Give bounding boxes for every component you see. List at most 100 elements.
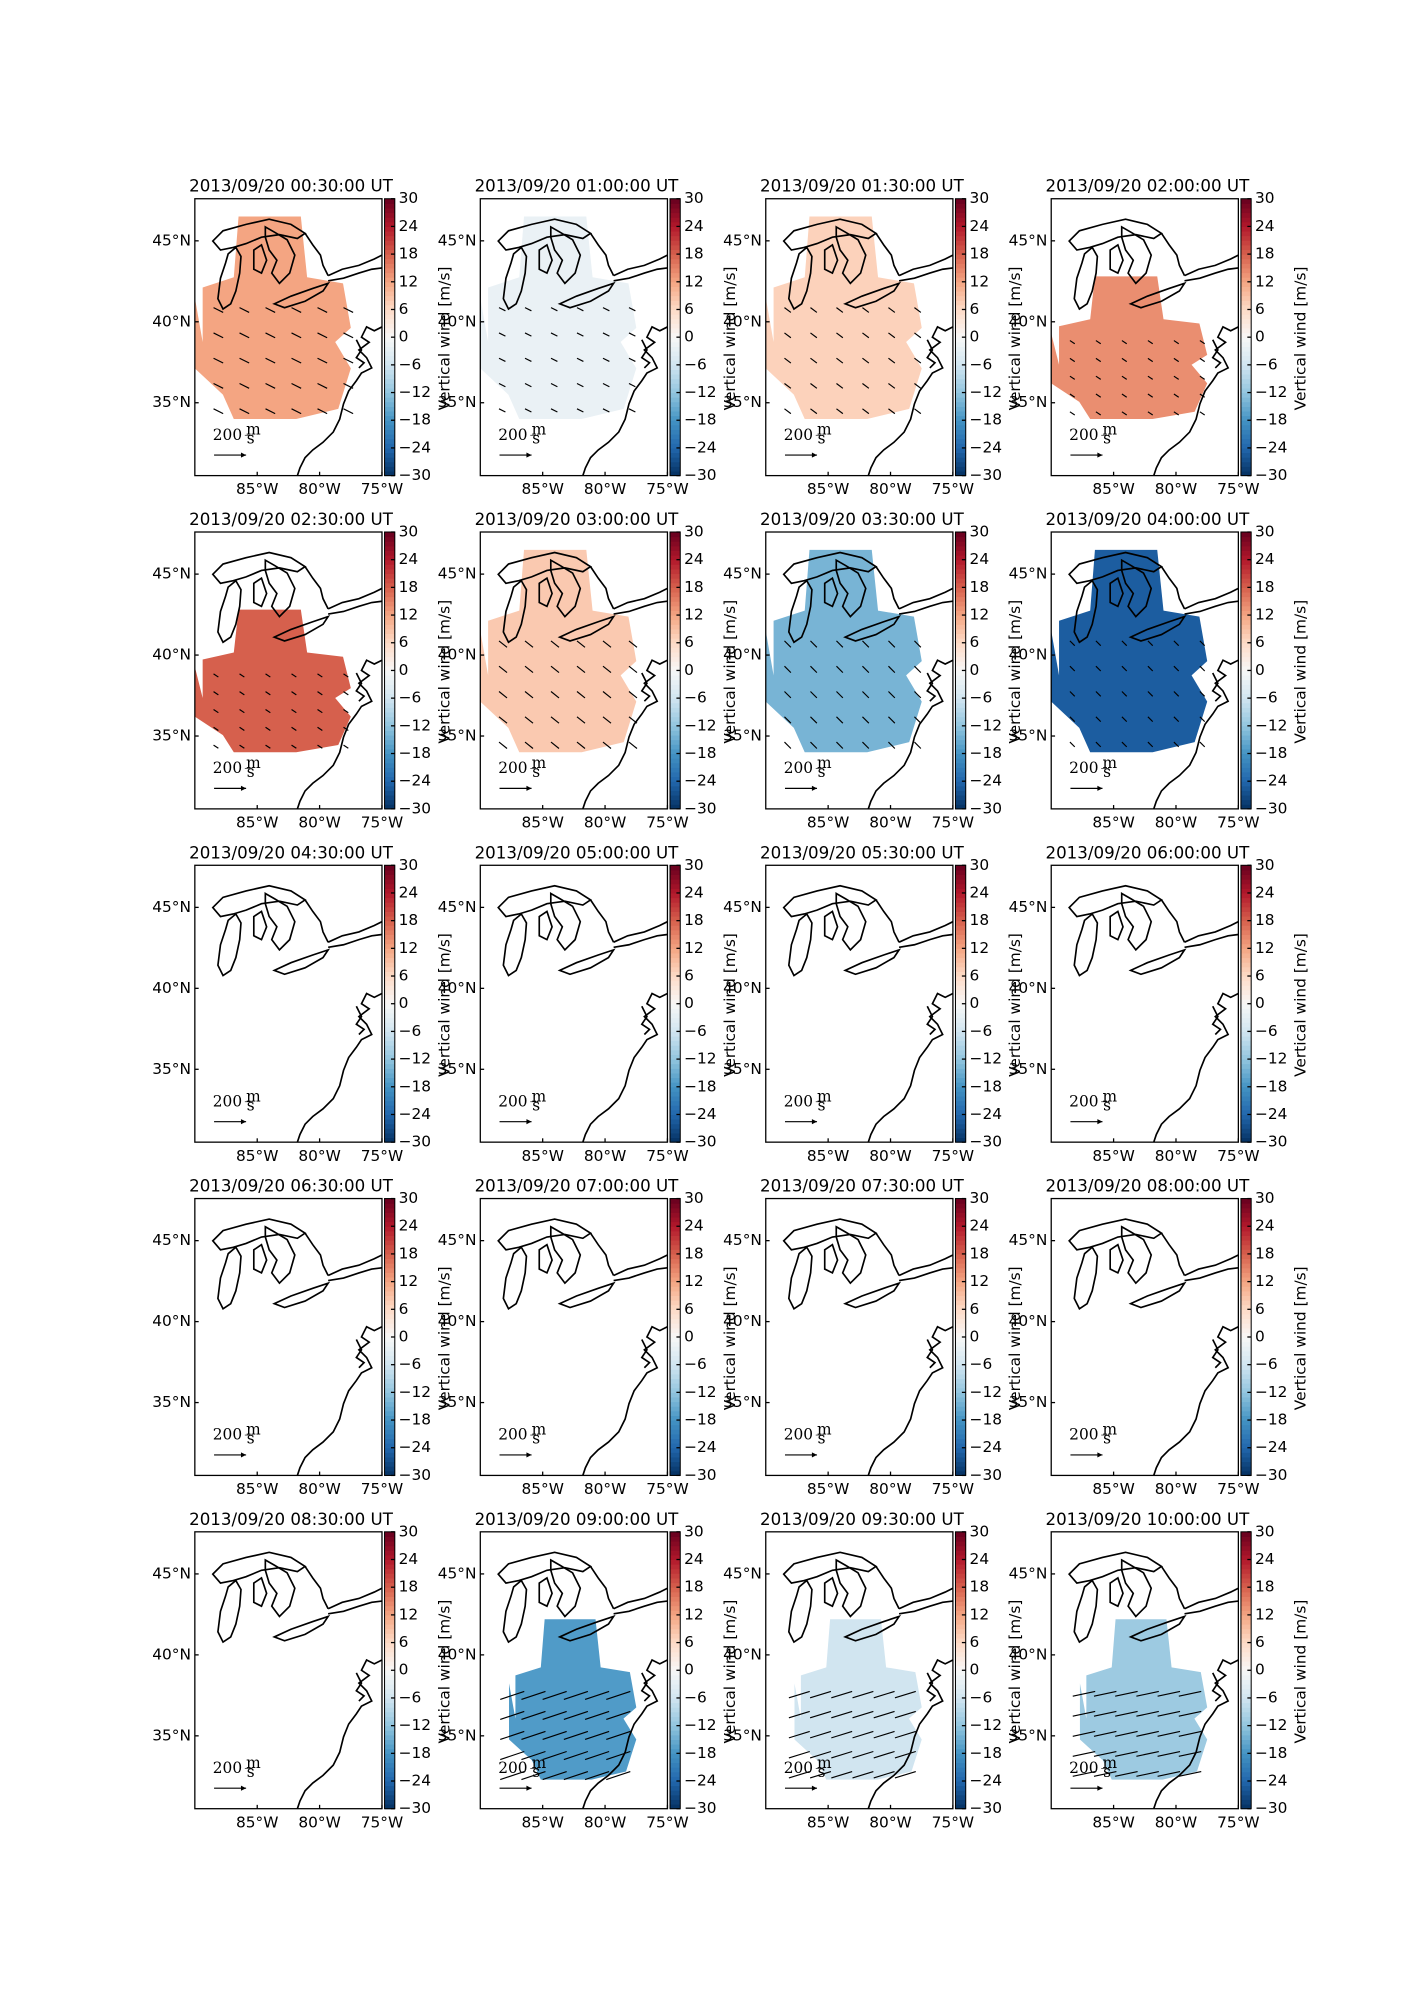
- wind-vector: [524, 691, 534, 699]
- colorbar-cell: [384, 1240, 395, 1246]
- colorbar-cell: [384, 438, 395, 444]
- colorbar-cell: [670, 582, 681, 588]
- colorbar-cell: [670, 1633, 681, 1639]
- wind-vector: [239, 691, 245, 696]
- colorbar-cell: [670, 1573, 681, 1579]
- colorbar-cell: [1240, 725, 1252, 731]
- x-tick-label: 75°W: [646, 1147, 688, 1165]
- colorbar-cell: [1240, 1633, 1252, 1639]
- colorbar-cell: [1240, 962, 1252, 968]
- colorbar-tick-label: 30: [684, 856, 704, 874]
- wind-vector: [576, 665, 586, 674]
- colorbar-cell: [670, 263, 681, 269]
- wind-vector: [500, 1770, 525, 1781]
- colorbar-tick-label: −18: [1255, 1077, 1287, 1095]
- wind-vector: [239, 307, 250, 313]
- colorbar-cell: [1240, 429, 1252, 435]
- colorbar-cell: [955, 203, 966, 209]
- colorbar-cell: [955, 1753, 966, 1759]
- colorbar-cell: [1240, 920, 1252, 926]
- colorbar-cell: [1240, 1804, 1252, 1810]
- wind-vector: [788, 1730, 810, 1739]
- colorbar-cell: [955, 457, 966, 463]
- colorbar-cell: [1240, 762, 1252, 768]
- colorbar-cell: [1240, 985, 1252, 991]
- colorbar-tick-label: −18: [399, 1411, 431, 1429]
- colorbar-cell: [384, 1651, 395, 1657]
- wind-vector: [1095, 375, 1102, 380]
- colorbar-cell: [384, 985, 395, 991]
- colorbar-cell: [955, 656, 966, 662]
- wind-vector: [810, 408, 818, 415]
- colorbar-cell: [670, 1550, 681, 1556]
- colorbar-cell: [670, 688, 681, 695]
- scale-arrowhead: [811, 1785, 818, 1791]
- scale-unit: m: [246, 1087, 261, 1105]
- colorbar-cell: [384, 212, 395, 218]
- colorbar-cell: [670, 702, 681, 708]
- colorbar-cell: [955, 1665, 966, 1671]
- x-tick-label: 80°W: [298, 1480, 340, 1498]
- colorbar-cell: [955, 1596, 966, 1602]
- wind-vector: [1178, 1710, 1202, 1717]
- wind-vector: [831, 1710, 853, 1719]
- colorbar-cell: [670, 203, 681, 209]
- colorbar-cell: [955, 610, 966, 616]
- wind-vector: [550, 408, 558, 413]
- scale-value: 200: [498, 426, 527, 444]
- colorbar-cell: [384, 1281, 395, 1287]
- wind-vector: [524, 665, 534, 674]
- colorbar-cell: [384, 707, 395, 713]
- scale-value: 200: [498, 1426, 527, 1444]
- colorbar-cell: [955, 1040, 966, 1046]
- colorbar-cell: [670, 1258, 681, 1264]
- colorbar-label: Vertical wind [m/s]: [1292, 267, 1310, 411]
- wind-vector: [1115, 1730, 1138, 1737]
- colorbar-cell: [384, 1253, 395, 1260]
- colorbar-cell: [670, 235, 681, 241]
- colorbar-cell: [1240, 434, 1252, 440]
- colorbar-cell: [670, 943, 681, 949]
- colorbar-cell: [670, 1619, 681, 1625]
- colorbar-cell: [1240, 1253, 1252, 1260]
- colorbar-cell: [955, 1466, 966, 1472]
- wind-vector: [836, 741, 844, 749]
- colorbar-cell: [1240, 1776, 1252, 1782]
- wind-vector: [784, 357, 792, 364]
- scale-per: s: [532, 1430, 540, 1448]
- x-tick-label: 75°W: [646, 813, 688, 831]
- wind-vector: [1173, 393, 1180, 398]
- colorbar-label: Vertical wind [m/s]: [1006, 1600, 1024, 1744]
- colorbar-cell: [670, 397, 681, 403]
- colorbar-cell: [1240, 610, 1252, 616]
- colorbar-cell: [955, 1656, 966, 1662]
- colorbar-cell: [955, 1244, 966, 1250]
- x-tick-label: 75°W: [932, 1813, 974, 1831]
- colorbar-tick-label: 0: [1255, 994, 1265, 1012]
- colorbar-cell: [670, 221, 681, 227]
- colorbar-tick-label: 30: [399, 856, 419, 874]
- wind-vector: [852, 1770, 874, 1779]
- wind-vector: [563, 1730, 589, 1741]
- colorbar-cell: [384, 1541, 395, 1547]
- wind-vector: [809, 1730, 832, 1739]
- wind-vector: [317, 673, 323, 678]
- wind-vector: [914, 716, 922, 724]
- colorbar-cell: [1240, 711, 1252, 718]
- colorbar-cell: [670, 536, 681, 542]
- y-tick-label: 40°N: [438, 646, 477, 664]
- colorbar-cell: [670, 1767, 681, 1773]
- wind-vector: [1072, 1750, 1096, 1757]
- colorbar-cell: [384, 1456, 395, 1463]
- colorbar-cell: [670, 1545, 681, 1551]
- colorbar-cell: [384, 434, 395, 440]
- wind-vector: [584, 1770, 610, 1781]
- colorbar-tick-label: −24: [399, 1772, 431, 1790]
- colorbar-cell: [670, 249, 681, 255]
- colorbar-cell: [955, 716, 966, 722]
- colorbar-cell: [955, 1447, 966, 1453]
- colorbar-cell: [670, 902, 681, 908]
- colorbar-cell: [1240, 1470, 1252, 1476]
